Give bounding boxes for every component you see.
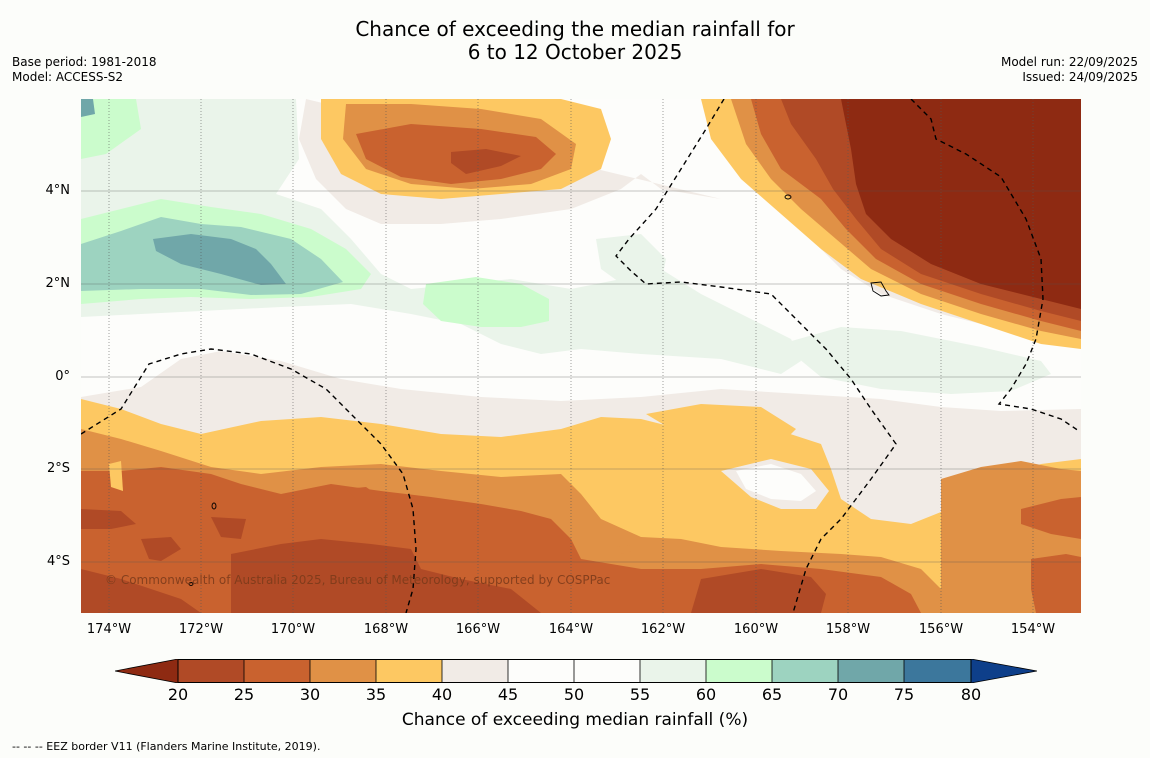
colorbar-label: Chance of exceeding median rainfall (%) [401, 710, 749, 730]
contour-40-south-island2 [601, 434, 661, 474]
lat-label-2s: 2°S [46, 461, 70, 476]
lon-label-154w: 154°W [1010, 622, 1056, 637]
contour-60-east [781, 327, 1051, 394]
lon-label-160w: 160°W [733, 622, 779, 637]
colorbar-bin-40-45 [442, 659, 508, 683]
colorbar [115, 659, 1037, 683]
colorbar-bin-30-35 [310, 659, 376, 683]
contour-25-southeast [691, 569, 826, 613]
colorbar-tick-65: 65 [761, 685, 783, 704]
colorbar-bin-65-70 [772, 659, 838, 683]
issued-date: Issued: 24/09/2025 [1022, 70, 1138, 84]
model-name: Model: ACCESS-S2 [12, 70, 124, 84]
contour-30-south-spot [346, 487, 376, 499]
lon-label-170w: 170°W [270, 622, 316, 637]
colorbar-tick-40: 40 [431, 685, 453, 704]
colorbar-bin-45-50 [508, 659, 574, 683]
colorbar-tick-45: 45 [497, 685, 519, 704]
lon-label-166w: 166°W [455, 622, 501, 637]
colorbar-bin-75-80 [904, 659, 971, 683]
lon-label-172w: 172°W [178, 622, 224, 637]
colorbar-tick-35: 35 [365, 685, 387, 704]
lon-label-164w: 164°W [548, 622, 594, 637]
meta-left: Base period: 1981-2018 Model: ACCESS-S2 [12, 55, 157, 85]
lon-label-168w: 168°W [363, 622, 409, 637]
lat-label-4n: 4°N [45, 183, 71, 198]
colorbar-tick-80: 80 [960, 685, 982, 704]
title-line-1: Chance of exceeding the median rainfall … [355, 17, 795, 41]
contour-25-south [81, 509, 541, 613]
colorbar-bin-50-55 [574, 659, 640, 683]
lon-label-156w: 156°W [918, 622, 964, 637]
colorbar-bin-25-30 [244, 659, 310, 683]
rainfall-map: © Commonwealth of Australia 2025, Bureau… [81, 99, 1081, 613]
map-svg [81, 99, 1081, 613]
colorbar-bin-20-25 [178, 659, 244, 683]
contour-20-northeast [841, 99, 1081, 309]
contour-35-south-spot [616, 545, 633, 554]
eez-footnote: -- -- -- EEZ border V11 (Flanders Marine… [12, 740, 321, 753]
lon-label-174w: 174°W [86, 622, 132, 637]
contour-40-south-island [646, 404, 796, 444]
eez-borders [81, 99, 1080, 613]
colorbar-bin-35-40 [376, 659, 442, 683]
lat-label-0: 0° [55, 369, 70, 384]
lon-label-162w: 162°W [640, 622, 686, 637]
colorbar-tick-75: 75 [893, 685, 915, 704]
chart-title: Chance of exceeding the median rainfall … [0, 18, 1150, 64]
contour-70-speck [81, 99, 95, 117]
colorbar-bin-60-65 [706, 659, 772, 683]
colorbar-bin-70-75 [838, 659, 904, 683]
lat-label-2n: 2°N [45, 276, 71, 291]
lat-label-4s: 4°S [46, 554, 70, 569]
colorbar-tick-70: 70 [827, 685, 849, 704]
contour-30-southeast2 [1031, 554, 1081, 613]
colorbar-high-arrow [970, 659, 1037, 683]
lon-label-158w: 158°W [825, 622, 871, 637]
islands [188, 194, 890, 586]
colorbar-low-arrow [115, 659, 179, 683]
colorbar-tick-25: 25 [233, 685, 255, 704]
base-period: Base period: 1981-2018 [12, 55, 157, 69]
contour-65-center [423, 277, 549, 327]
contour-40-south-spot [109, 461, 123, 491]
title-line-2: 6 to 12 October 2025 [467, 40, 683, 64]
contour-60-center2 [596, 234, 666, 287]
copyright-credit: © Commonwealth of Australia 2025, Bureau… [105, 573, 611, 587]
colorbar-tick-60: 60 [695, 685, 717, 704]
colorbar-tick-30: 30 [299, 685, 321, 704]
contour-25-north [451, 149, 521, 174]
model-run: Model run: 22/09/2025 [1000, 55, 1138, 69]
contour-50-south-island [736, 464, 816, 501]
contour-60-north [81, 99, 801, 374]
colorbar-bin-55-60 [640, 659, 706, 683]
colorbar-tick-55: 55 [629, 685, 651, 704]
contour-75-west [153, 234, 286, 285]
meta-right: Model run: 22/09/2025 Issued: 24/09/2025 [1001, 55, 1138, 85]
graticule [81, 99, 1081, 613]
colorbar-tick-20: 20 [167, 685, 189, 704]
contour-30-southeast [1021, 497, 1081, 539]
colorbar-tick-50: 50 [563, 685, 585, 704]
contour-65-northwest [81, 99, 141, 159]
